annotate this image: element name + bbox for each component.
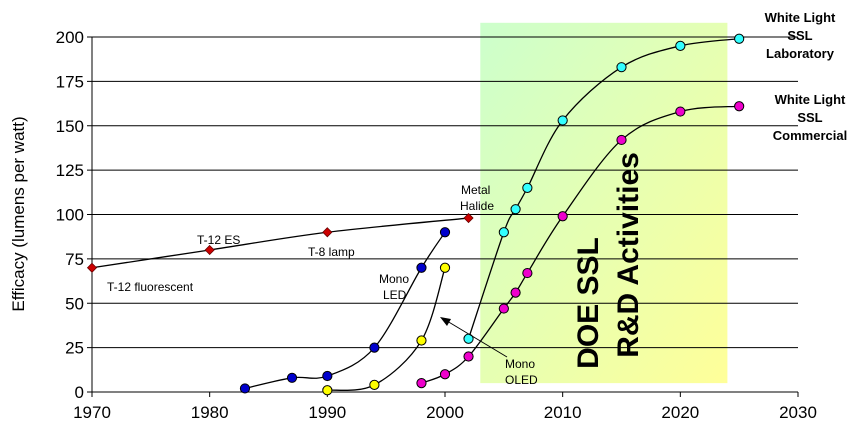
- series-fluorescent: [86, 212, 474, 273]
- doe-ssl-region: [480, 22, 728, 384]
- data-point: [734, 101, 745, 112]
- series-line-fluorescent: [91, 217, 469, 269]
- data-point: [369, 379, 380, 390]
- data-point: [286, 372, 298, 383]
- data-point: [510, 204, 521, 215]
- y-tick-label: 175: [56, 72, 84, 91]
- data-point: [416, 335, 427, 346]
- data-point: [675, 40, 686, 51]
- series-ssl_lab: [463, 33, 745, 344]
- label-wl-lab-line3: Laboratory: [766, 46, 835, 61]
- data-point: [439, 369, 451, 380]
- x-tick-label: 2020: [661, 403, 699, 422]
- y-tick-label: 100: [56, 206, 84, 225]
- series-layer: [86, 33, 745, 396]
- gridlines: [92, 36, 798, 349]
- series-ssl_commercial: [416, 101, 745, 389]
- doe-ssl-label-line1: DOE SSL: [572, 237, 605, 369]
- data-point: [734, 33, 745, 44]
- data-point: [86, 262, 98, 273]
- x-tick-label: 2030: [779, 403, 817, 422]
- y-tick-label: 200: [56, 28, 84, 47]
- data-point: [463, 351, 474, 362]
- label-t12-es: T-12 ES: [197, 233, 240, 247]
- label-wl-lab-line2: SSL: [787, 28, 812, 43]
- mono-oled-arrow: [441, 317, 508, 358]
- label-t12-fluorescent: T-12 fluorescent: [107, 280, 194, 294]
- data-point: [498, 227, 509, 238]
- x-tick-labels: 1970 1980 1990 2000 2010 2020 2030: [73, 403, 817, 422]
- label-mono-led-line1: Mono: [379, 272, 409, 286]
- data-point: [498, 303, 509, 314]
- y-tick-label: 0: [75, 383, 84, 402]
- data-point: [522, 267, 533, 279]
- y-axis-label: Efficacy (lumens per watt): [9, 116, 28, 311]
- label-mono-oled-line2: OLED: [505, 373, 538, 387]
- label-wl-lab-line1: White Light: [765, 10, 836, 25]
- data-point: [557, 211, 568, 222]
- data-point: [510, 287, 521, 298]
- mono-oled-arrowhead: [440, 317, 451, 326]
- series-mono_oled: [322, 262, 451, 396]
- label-wl-com-line3: Commercial: [773, 128, 847, 143]
- data-point: [675, 106, 686, 117]
- series-mono_led: [239, 227, 451, 394]
- y-tick-label: 150: [56, 117, 84, 136]
- x-tick-label: 2000: [426, 403, 464, 422]
- label-wl-com-line2: SSL: [797, 110, 822, 125]
- label-metal: Metal: [461, 183, 490, 197]
- y-tick-label: 50: [65, 294, 84, 313]
- data-point: [616, 134, 627, 146]
- data-point: [463, 212, 474, 224]
- x-tick-label: 2010: [544, 403, 582, 422]
- data-point: [322, 227, 333, 238]
- label-mono-oled-line1: Mono: [505, 357, 535, 371]
- doe-ssl-label-line2: R&D Activities: [612, 152, 645, 358]
- y-tick-label: 125: [56, 161, 84, 180]
- label-wl-com-line1: White Light: [775, 92, 846, 107]
- data-point: [204, 244, 215, 256]
- data-point: [416, 378, 427, 389]
- x-tick-label: 1980: [191, 403, 229, 422]
- data-point: [439, 227, 451, 238]
- x-tick-label: 1990: [308, 403, 346, 422]
- data-point: [322, 370, 333, 382]
- label-halide: Halide: [460, 199, 494, 213]
- series-line-ssl_commercial: [421, 105, 740, 384]
- data-point: [439, 262, 451, 273]
- data-point: [322, 385, 333, 396]
- data-point: [369, 342, 380, 353]
- series-line-mono_oled: [327, 267, 446, 391]
- y-tick-labels: 0 25 50 75 100 125 150 175 200: [56, 28, 84, 402]
- y-tick-label: 25: [65, 339, 84, 358]
- data-point: [416, 262, 427, 273]
- y-tick-label: 75: [65, 250, 84, 269]
- data-point: [239, 383, 251, 394]
- data-point: [616, 62, 627, 73]
- data-point: [522, 182, 533, 193]
- label-t8-lamp: T-8 lamp: [308, 245, 355, 259]
- label-mono-led-line2: LED: [383, 288, 407, 302]
- x-tick-label: 1970: [73, 403, 111, 422]
- data-point: [557, 115, 568, 126]
